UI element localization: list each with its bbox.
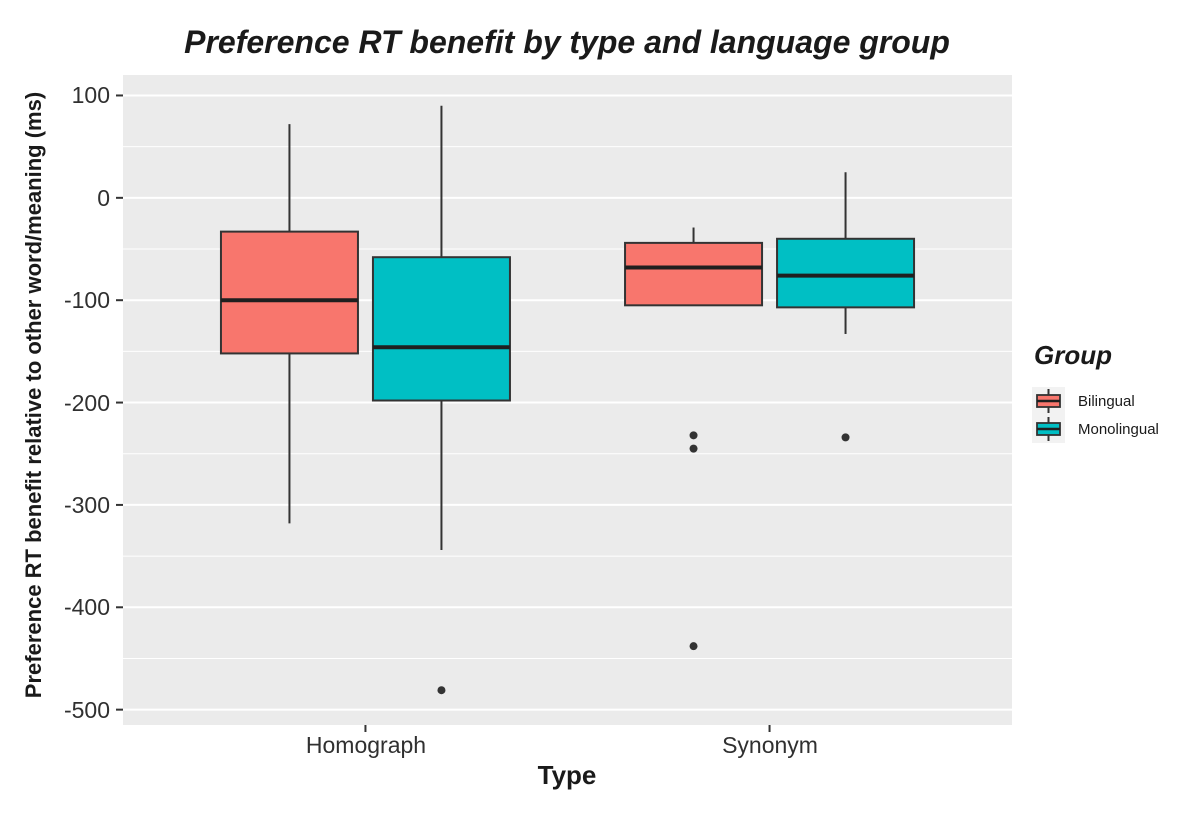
legend-title: Group: [1034, 340, 1112, 370]
boxplot-key-icon: [1032, 387, 1065, 415]
boxplot-glyph-icon: [1036, 417, 1061, 441]
boxplot-key-icon: [1032, 415, 1065, 443]
outlier-point: [689, 642, 698, 651]
y-tick-label: -400: [63, 594, 110, 621]
legend: Group Bilingual Monolingual: [1032, 340, 1200, 443]
y-tick-label: -500: [63, 696, 110, 723]
y-tick-label: -100: [63, 287, 110, 314]
x-tick-label-synonym: Synonym: [722, 732, 818, 758]
outlier-point: [841, 433, 850, 442]
legend-label: Bilingual: [1078, 392, 1135, 410]
box-monolingual-synonym: [776, 237, 916, 309]
y-tick-label: 0: [97, 184, 110, 211]
boxplot-glyph-icon: [1036, 389, 1061, 413]
y-tick-label: 100: [71, 82, 110, 109]
x-tick-label-homograph: Homograph: [305, 732, 427, 758]
legend-key-bilingual: Bilingual: [1032, 387, 1200, 415]
outlier-point: [689, 431, 698, 440]
y-tick-label: -200: [63, 389, 110, 416]
panel-background: [123, 75, 1012, 725]
outlier-point: [689, 444, 698, 453]
chart-title: Preference RT benefit by type and langua…: [184, 24, 950, 60]
legend-key-monolingual: Monolingual: [1032, 415, 1200, 443]
box-bilingual-homograph: [219, 230, 359, 355]
box-bilingual-synonym: [624, 241, 764, 307]
legend-label: Monolingual: [1078, 420, 1159, 438]
y-tick-label: -300: [63, 491, 110, 518]
box-monolingual-homograph: [371, 256, 511, 402]
outlier-point: [437, 686, 446, 695]
x-axis-title: Type: [537, 760, 597, 790]
